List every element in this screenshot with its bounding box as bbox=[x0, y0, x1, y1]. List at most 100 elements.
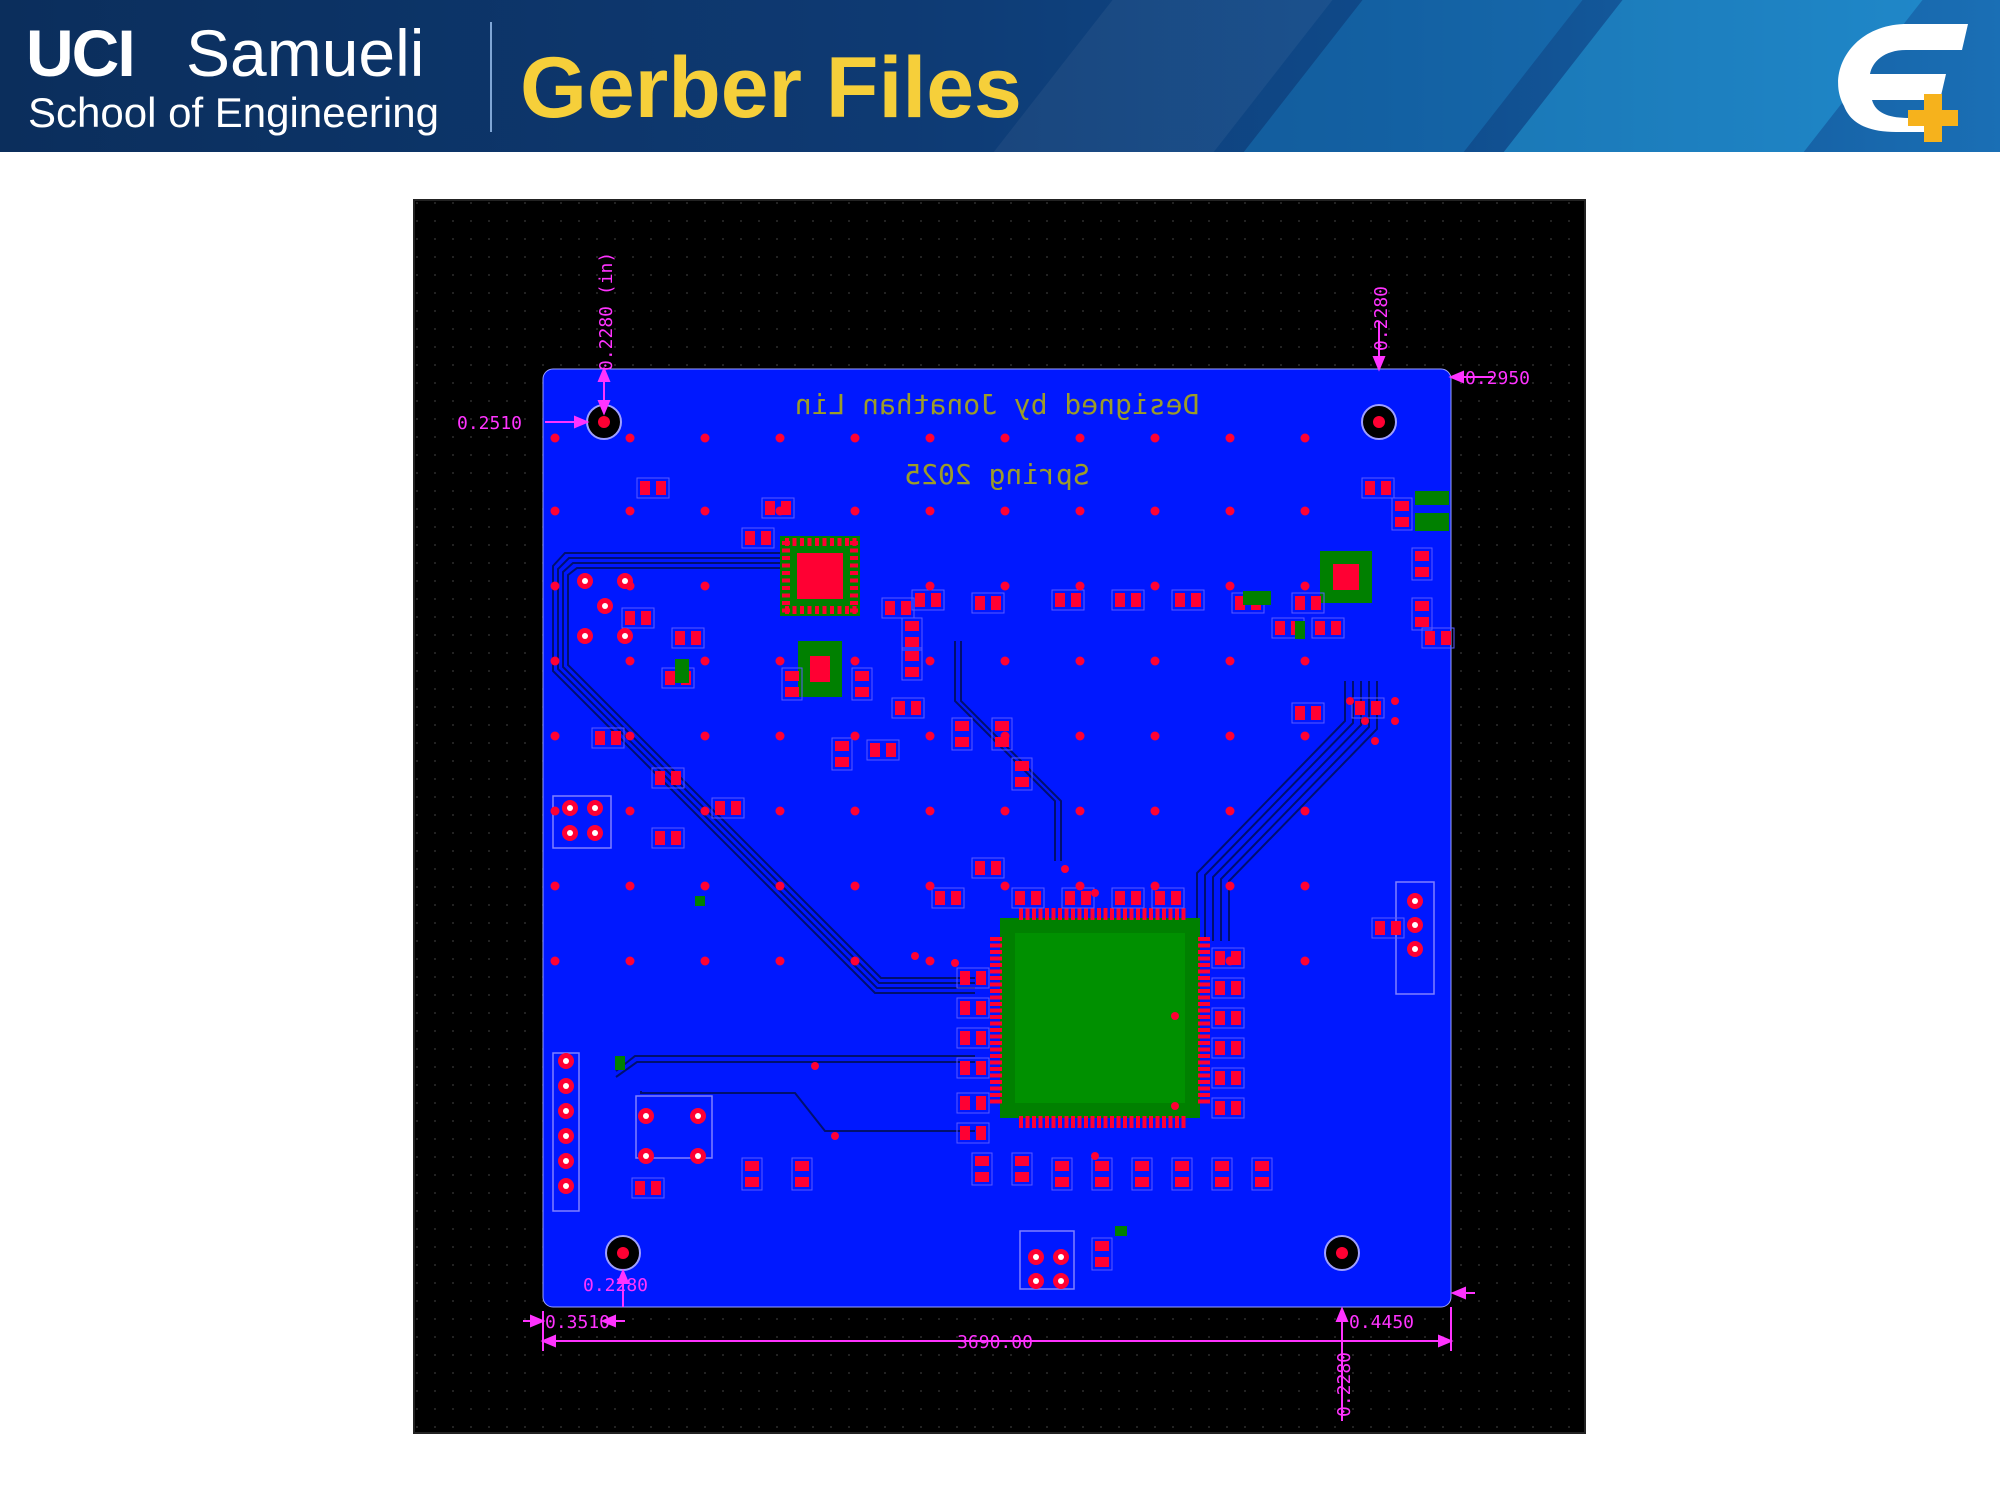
smd-pad bbox=[1175, 1177, 1189, 1187]
smd-outline bbox=[1291, 592, 1325, 614]
smd-pad bbox=[1095, 1161, 1109, 1171]
smd-pad bbox=[1135, 1161, 1149, 1171]
via bbox=[850, 881, 860, 891]
smd-pad bbox=[795, 1177, 809, 1187]
green-pad bbox=[1415, 491, 1449, 505]
smd-pad bbox=[656, 481, 666, 495]
green-pad bbox=[695, 896, 705, 906]
smd-pad bbox=[885, 601, 895, 615]
mcu-pin bbox=[1198, 956, 1210, 961]
qfn-pad bbox=[837, 606, 842, 614]
mcu-pin bbox=[1149, 1116, 1153, 1128]
green-pad bbox=[1415, 513, 1449, 531]
via bbox=[1000, 881, 1010, 891]
smd-pad bbox=[641, 611, 651, 625]
smd-pad bbox=[835, 757, 849, 767]
qfn-pad bbox=[782, 593, 790, 598]
mcu-pin bbox=[1162, 1116, 1166, 1128]
mounting-hole bbox=[1324, 1235, 1360, 1271]
smd-pad bbox=[960, 1126, 970, 1140]
connector-left bbox=[552, 795, 612, 849]
smd-outline bbox=[831, 737, 853, 771]
tht-hole bbox=[1412, 946, 1418, 952]
via bbox=[1150, 433, 1160, 443]
smd-pad bbox=[886, 743, 896, 757]
qfn-chip-left bbox=[780, 536, 860, 616]
dim-label-bottom-left-vertical: 0.2280 bbox=[583, 1275, 648, 1296]
via bbox=[1391, 717, 1399, 725]
smd-pad bbox=[745, 531, 755, 545]
qfn-pad bbox=[850, 601, 858, 605]
tht-hole bbox=[1033, 1278, 1039, 1284]
smd-outline bbox=[1211, 1037, 1245, 1059]
mcu-pin bbox=[1077, 908, 1082, 920]
via bbox=[925, 506, 935, 516]
mcu-pin bbox=[990, 1008, 1002, 1013]
qfn-pad bbox=[822, 538, 827, 546]
via bbox=[1225, 881, 1235, 891]
qfn-pad bbox=[850, 578, 858, 583]
smd-outline bbox=[956, 1122, 990, 1144]
via bbox=[850, 433, 860, 443]
smd-outline bbox=[1251, 1157, 1273, 1191]
via bbox=[700, 506, 710, 516]
green-pad bbox=[1295, 621, 1305, 639]
via bbox=[625, 881, 635, 891]
smd-pad bbox=[995, 737, 1009, 747]
mcu-pin bbox=[1149, 908, 1153, 920]
via bbox=[850, 506, 860, 516]
via bbox=[700, 656, 710, 666]
mcu-pin bbox=[1025, 908, 1030, 920]
via bbox=[1300, 806, 1310, 816]
via bbox=[850, 956, 860, 966]
via bbox=[700, 881, 710, 891]
via bbox=[1225, 731, 1235, 741]
via bbox=[700, 731, 710, 741]
smd-outline bbox=[651, 827, 685, 849]
mcu-pin bbox=[1198, 943, 1210, 948]
mcu-pin bbox=[1198, 995, 1210, 1000]
mcu-pin bbox=[1110, 908, 1114, 920]
via bbox=[1091, 1152, 1099, 1160]
via bbox=[1150, 656, 1160, 666]
via bbox=[625, 956, 635, 966]
mcu-pin bbox=[1168, 908, 1173, 920]
smd-pad bbox=[1071, 593, 1081, 607]
smd-pad bbox=[895, 701, 905, 715]
qfn-pad bbox=[845, 538, 849, 546]
smd-pad bbox=[905, 621, 919, 631]
smd-pad bbox=[976, 1001, 986, 1015]
smd-outline bbox=[851, 667, 873, 701]
smd-outline bbox=[991, 717, 1013, 751]
mcu-pin bbox=[1064, 908, 1069, 920]
smd-pad bbox=[1055, 1161, 1069, 1171]
smd-pad bbox=[1441, 631, 1451, 645]
via bbox=[625, 506, 635, 516]
smd-outline bbox=[1311, 617, 1345, 639]
via bbox=[1171, 1102, 1179, 1110]
via bbox=[1150, 881, 1160, 891]
via bbox=[1075, 881, 1085, 891]
smd-pad bbox=[1331, 621, 1341, 635]
smd-outline bbox=[1111, 887, 1145, 909]
mcu-pin bbox=[1198, 1008, 1210, 1013]
via bbox=[1150, 806, 1160, 816]
qfn-pad bbox=[837, 538, 842, 546]
qfn-pad bbox=[852, 538, 857, 546]
smd-pad bbox=[1135, 1177, 1149, 1187]
mcu-pin bbox=[1058, 1116, 1062, 1128]
mcu-chip bbox=[1000, 918, 1200, 1118]
smd-pad bbox=[870, 743, 880, 757]
smd-pad bbox=[1175, 1161, 1189, 1171]
mcu-pin bbox=[1071, 1116, 1075, 1128]
via bbox=[1075, 806, 1085, 816]
qfn-pad bbox=[782, 578, 790, 583]
smd-pad bbox=[995, 721, 1009, 731]
smd-pad bbox=[911, 701, 921, 715]
mcu-pin bbox=[1198, 1099, 1210, 1104]
smd-pad bbox=[1131, 891, 1141, 905]
via bbox=[550, 656, 560, 666]
smd-pad bbox=[976, 1096, 986, 1110]
smd-outline bbox=[951, 717, 973, 751]
silk-date-text: Spring 2025 bbox=[904, 458, 1089, 491]
